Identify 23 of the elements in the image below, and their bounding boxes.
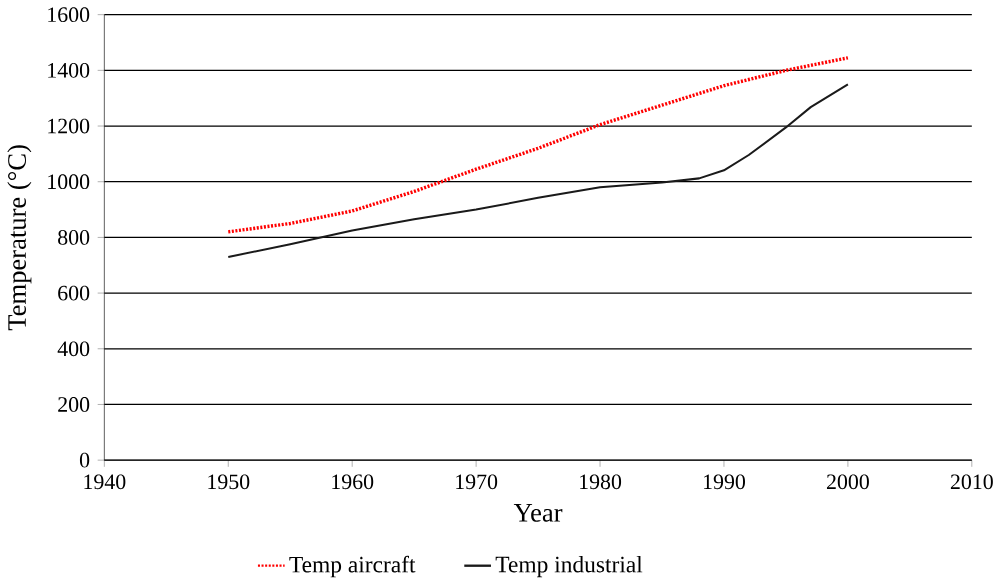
- y-tick-label: 200: [58, 397, 90, 412]
- x-tick-label: 2000: [826, 474, 869, 490]
- y-tick-label: 1000: [48, 174, 90, 190]
- y-tick-label: 400: [57, 341, 90, 357]
- line-series: [226, 56, 850, 234]
- x-tick-label: 1990: [704, 474, 746, 490]
- x-axis-title: Year: [513, 504, 563, 522]
- y-tick-label: 1600: [48, 7, 90, 23]
- y-tick-label: 1200: [48, 118, 90, 134]
- x-tick-label: 1980: [580, 474, 622, 490]
- y-axis-title: Temperature (°C): [7, 145, 32, 331]
- line-series: [227, 83, 849, 258]
- legend-label: Temp industrial: [495, 556, 643, 578]
- x-tick-label: 1970: [456, 474, 498, 490]
- y-tick-label: 600: [58, 285, 90, 301]
- x-tick-label: 1950: [208, 474, 250, 490]
- legend-label: Temp aircraft: [289, 555, 416, 578]
- y-tick-label: 1400: [48, 63, 90, 78]
- x-tick-label: 1960: [332, 474, 374, 490]
- y-tick-label: 800: [58, 230, 90, 245]
- x-tick-label: 1940: [84, 474, 126, 490]
- x-tick-label: 2010: [950, 474, 993, 490]
- y-tick-label: 0: [79, 452, 90, 468]
